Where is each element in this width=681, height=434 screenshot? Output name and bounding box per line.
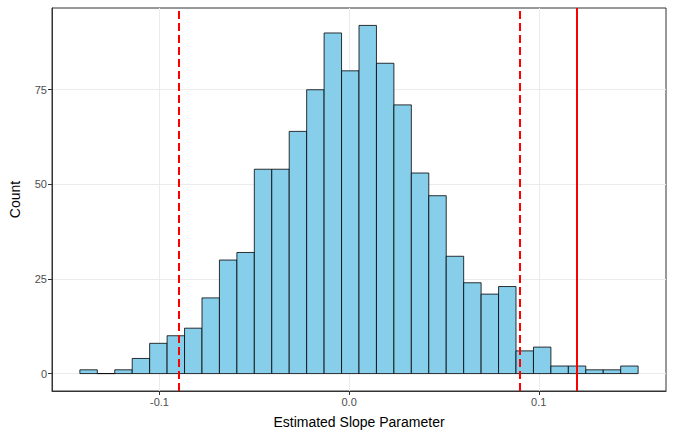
svg-text:Estimated Slope Parameter: Estimated Slope Parameter xyxy=(273,414,445,430)
svg-text:25: 25 xyxy=(35,273,47,285)
svg-text:-0.1: -0.1 xyxy=(150,396,169,408)
svg-text:0: 0 xyxy=(41,368,47,380)
svg-text:50: 50 xyxy=(35,178,47,190)
svg-text:0.1: 0.1 xyxy=(531,396,546,408)
svg-text:0.0: 0.0 xyxy=(341,396,356,408)
svg-text:75: 75 xyxy=(35,84,47,96)
svg-text:Count: Count xyxy=(7,181,23,218)
